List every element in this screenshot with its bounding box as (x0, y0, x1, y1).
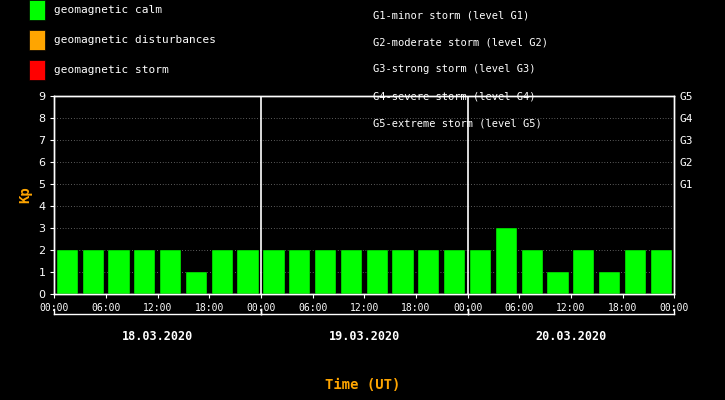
Text: G4-severe storm (level G4): G4-severe storm (level G4) (373, 92, 536, 102)
Text: G5-extreme storm (level G5): G5-extreme storm (level G5) (373, 119, 542, 129)
Bar (470, 250, 491, 294)
Y-axis label: Kp: Kp (19, 187, 33, 203)
Bar (341, 250, 362, 294)
Text: 20.03.2020: 20.03.2020 (535, 330, 607, 343)
Text: geomagnetic disturbances: geomagnetic disturbances (54, 35, 215, 45)
Text: G2-moderate storm (level G2): G2-moderate storm (level G2) (373, 37, 548, 47)
Bar (625, 250, 646, 294)
Text: 19.03.2020: 19.03.2020 (328, 330, 400, 343)
Bar (651, 250, 672, 294)
Text: G3-strong storm (level G3): G3-strong storm (level G3) (373, 64, 536, 74)
Bar (573, 250, 594, 294)
Text: geomagnetic calm: geomagnetic calm (54, 5, 162, 15)
Bar (108, 250, 130, 294)
Bar (186, 272, 207, 294)
Text: Time (UT): Time (UT) (325, 378, 400, 392)
Bar (367, 250, 388, 294)
Bar (496, 228, 517, 294)
Text: 18.03.2020: 18.03.2020 (122, 330, 194, 343)
Bar (83, 250, 104, 294)
Bar (599, 272, 621, 294)
Bar (212, 250, 233, 294)
Bar (521, 250, 543, 294)
Bar (134, 250, 155, 294)
Bar (444, 250, 465, 294)
Bar (418, 250, 439, 294)
Bar (238, 250, 259, 294)
Text: G1-minor storm (level G1): G1-minor storm (level G1) (373, 10, 530, 20)
Bar (392, 250, 414, 294)
Bar (315, 250, 336, 294)
Text: geomagnetic storm: geomagnetic storm (54, 65, 168, 75)
Bar (289, 250, 310, 294)
Bar (547, 272, 568, 294)
Bar (160, 250, 181, 294)
Bar (57, 250, 78, 294)
Bar (263, 250, 284, 294)
